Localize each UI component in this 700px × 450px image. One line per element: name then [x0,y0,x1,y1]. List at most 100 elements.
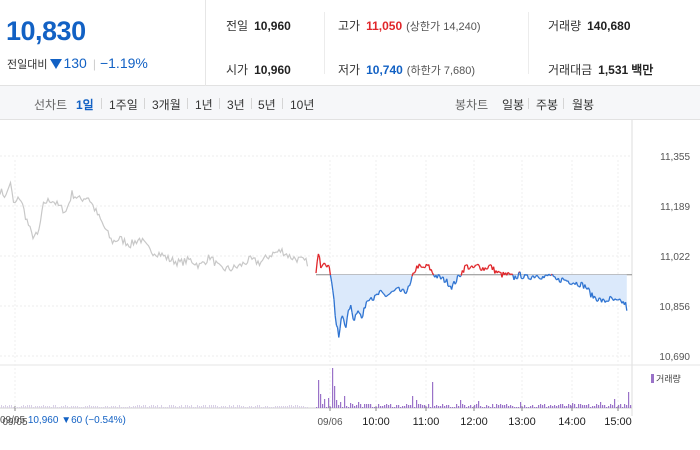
stat-value: 10,960 [254,19,291,33]
volume-bar [305,407,306,408]
period-tab-10y[interactable]: 10년 [290,98,315,112]
volume-bar [434,406,436,408]
today-segment-below [406,285,410,291]
today-segment-below [386,294,389,297]
candle-tab-monthly[interactable]: 월봉 [572,98,595,112]
today-segment-below [562,278,565,281]
today-segment-below [536,274,539,278]
divider [528,12,529,74]
divider [528,98,529,109]
divider [101,98,102,109]
volume-bar [229,405,230,408]
volume-bar [169,405,170,408]
volume-bar [594,406,596,408]
divider [282,98,283,109]
today-segment-below [459,275,462,278]
volume-bar [23,405,24,408]
volume-bar [195,407,196,408]
volume-bar [564,406,566,408]
price-chart[interactable]: 11,355 11,189 11,022 10,856 10,690 09/05 09/06… [0,120,700,450]
volume-bar [526,407,528,408]
volume-bar [277,406,278,408]
volume-bar [498,405,500,408]
x-tick-label: 15:00 [604,416,632,428]
volume-bar [464,405,466,408]
today-segment-below [375,293,378,296]
volume-bar [360,404,362,408]
today-segment-below [519,271,522,279]
stat-unit: 백만 [631,63,654,77]
period-tab-1y[interactable]: 1년 [195,98,213,112]
stat-label: 고가 [338,19,361,33]
today-segment-below [526,274,530,279]
today-segment-below [361,316,364,319]
today-segment-above [327,264,330,267]
volume-bar [77,406,78,408]
volume-bar [137,405,138,408]
stat-low: 저가 10,740 (하한가 7,680) [338,61,475,78]
period-tab-3y[interactable]: 3년 [227,98,245,112]
volume-bar [261,407,262,408]
period-tab-1d[interactable]: 1일 [76,98,94,112]
volume-bar [223,406,224,408]
period-tab-1w[interactable]: 1주일 [109,98,138,112]
volume-bar [600,402,602,408]
period-tab-5y[interactable]: 5년 [258,98,276,112]
prev-day-info: 09/05 10,960 ▼60 (−0.54%) [0,415,126,426]
stat-high: 고가 11,050 (상한가 14,240) [338,17,481,34]
volume-bar [113,406,114,408]
volume-bar [550,405,552,408]
today-segment-below [346,310,350,318]
today-segment-below [520,277,523,280]
divider [563,98,564,109]
volume-bar [269,407,270,408]
volume-bar [610,404,612,408]
volume-bar [31,405,32,408]
volume-bar [99,407,100,408]
volume-bar [324,399,326,408]
today-segment-below [437,273,441,276]
volume-bar [121,407,122,408]
volume-bar [372,407,374,408]
volume-bar [263,407,264,408]
volume-bar [231,406,232,408]
candle-tab-daily[interactable]: 일봉 [502,98,525,112]
candle-tab-weekly[interactable]: 주봉 [536,98,559,112]
volume-bar [213,405,214,408]
today-segment-below [440,277,443,280]
volume-bar [271,407,272,408]
volume-bar [81,407,82,408]
today-segment-below [410,276,413,283]
today-segment-below [442,276,446,283]
volume-bar [69,407,70,408]
volume-bar [47,406,48,408]
today-segment-above [468,268,470,270]
today-segment-above [476,263,479,266]
volume-bar [494,407,496,408]
today-segment-above [466,264,470,270]
volume-bar [155,406,156,408]
volume-bar [356,405,358,408]
today-segment-below [370,297,374,301]
volume-bar [291,405,292,408]
volume-bar [303,406,304,408]
today-segment-below [348,308,350,311]
volume-bar [368,404,370,408]
volume-bar [562,404,564,408]
period-tab-3m[interactable]: 3개월 [152,98,181,112]
volume-bar [101,407,102,408]
volume-bar [376,407,378,408]
stat-label: 거래대금 [548,63,593,77]
stat-value: 140,680 [587,19,631,33]
volume-bar [508,406,510,408]
volume-bar [181,405,182,408]
volume-bar [454,407,456,408]
today-segment-below [604,300,607,303]
today-segment-below [338,328,341,338]
volume-bar [107,406,108,408]
volume-bar [616,407,618,408]
volume-bar [197,405,198,408]
volume-bar [161,405,162,408]
today-segment-below [533,276,537,279]
volume-bar [394,407,396,408]
